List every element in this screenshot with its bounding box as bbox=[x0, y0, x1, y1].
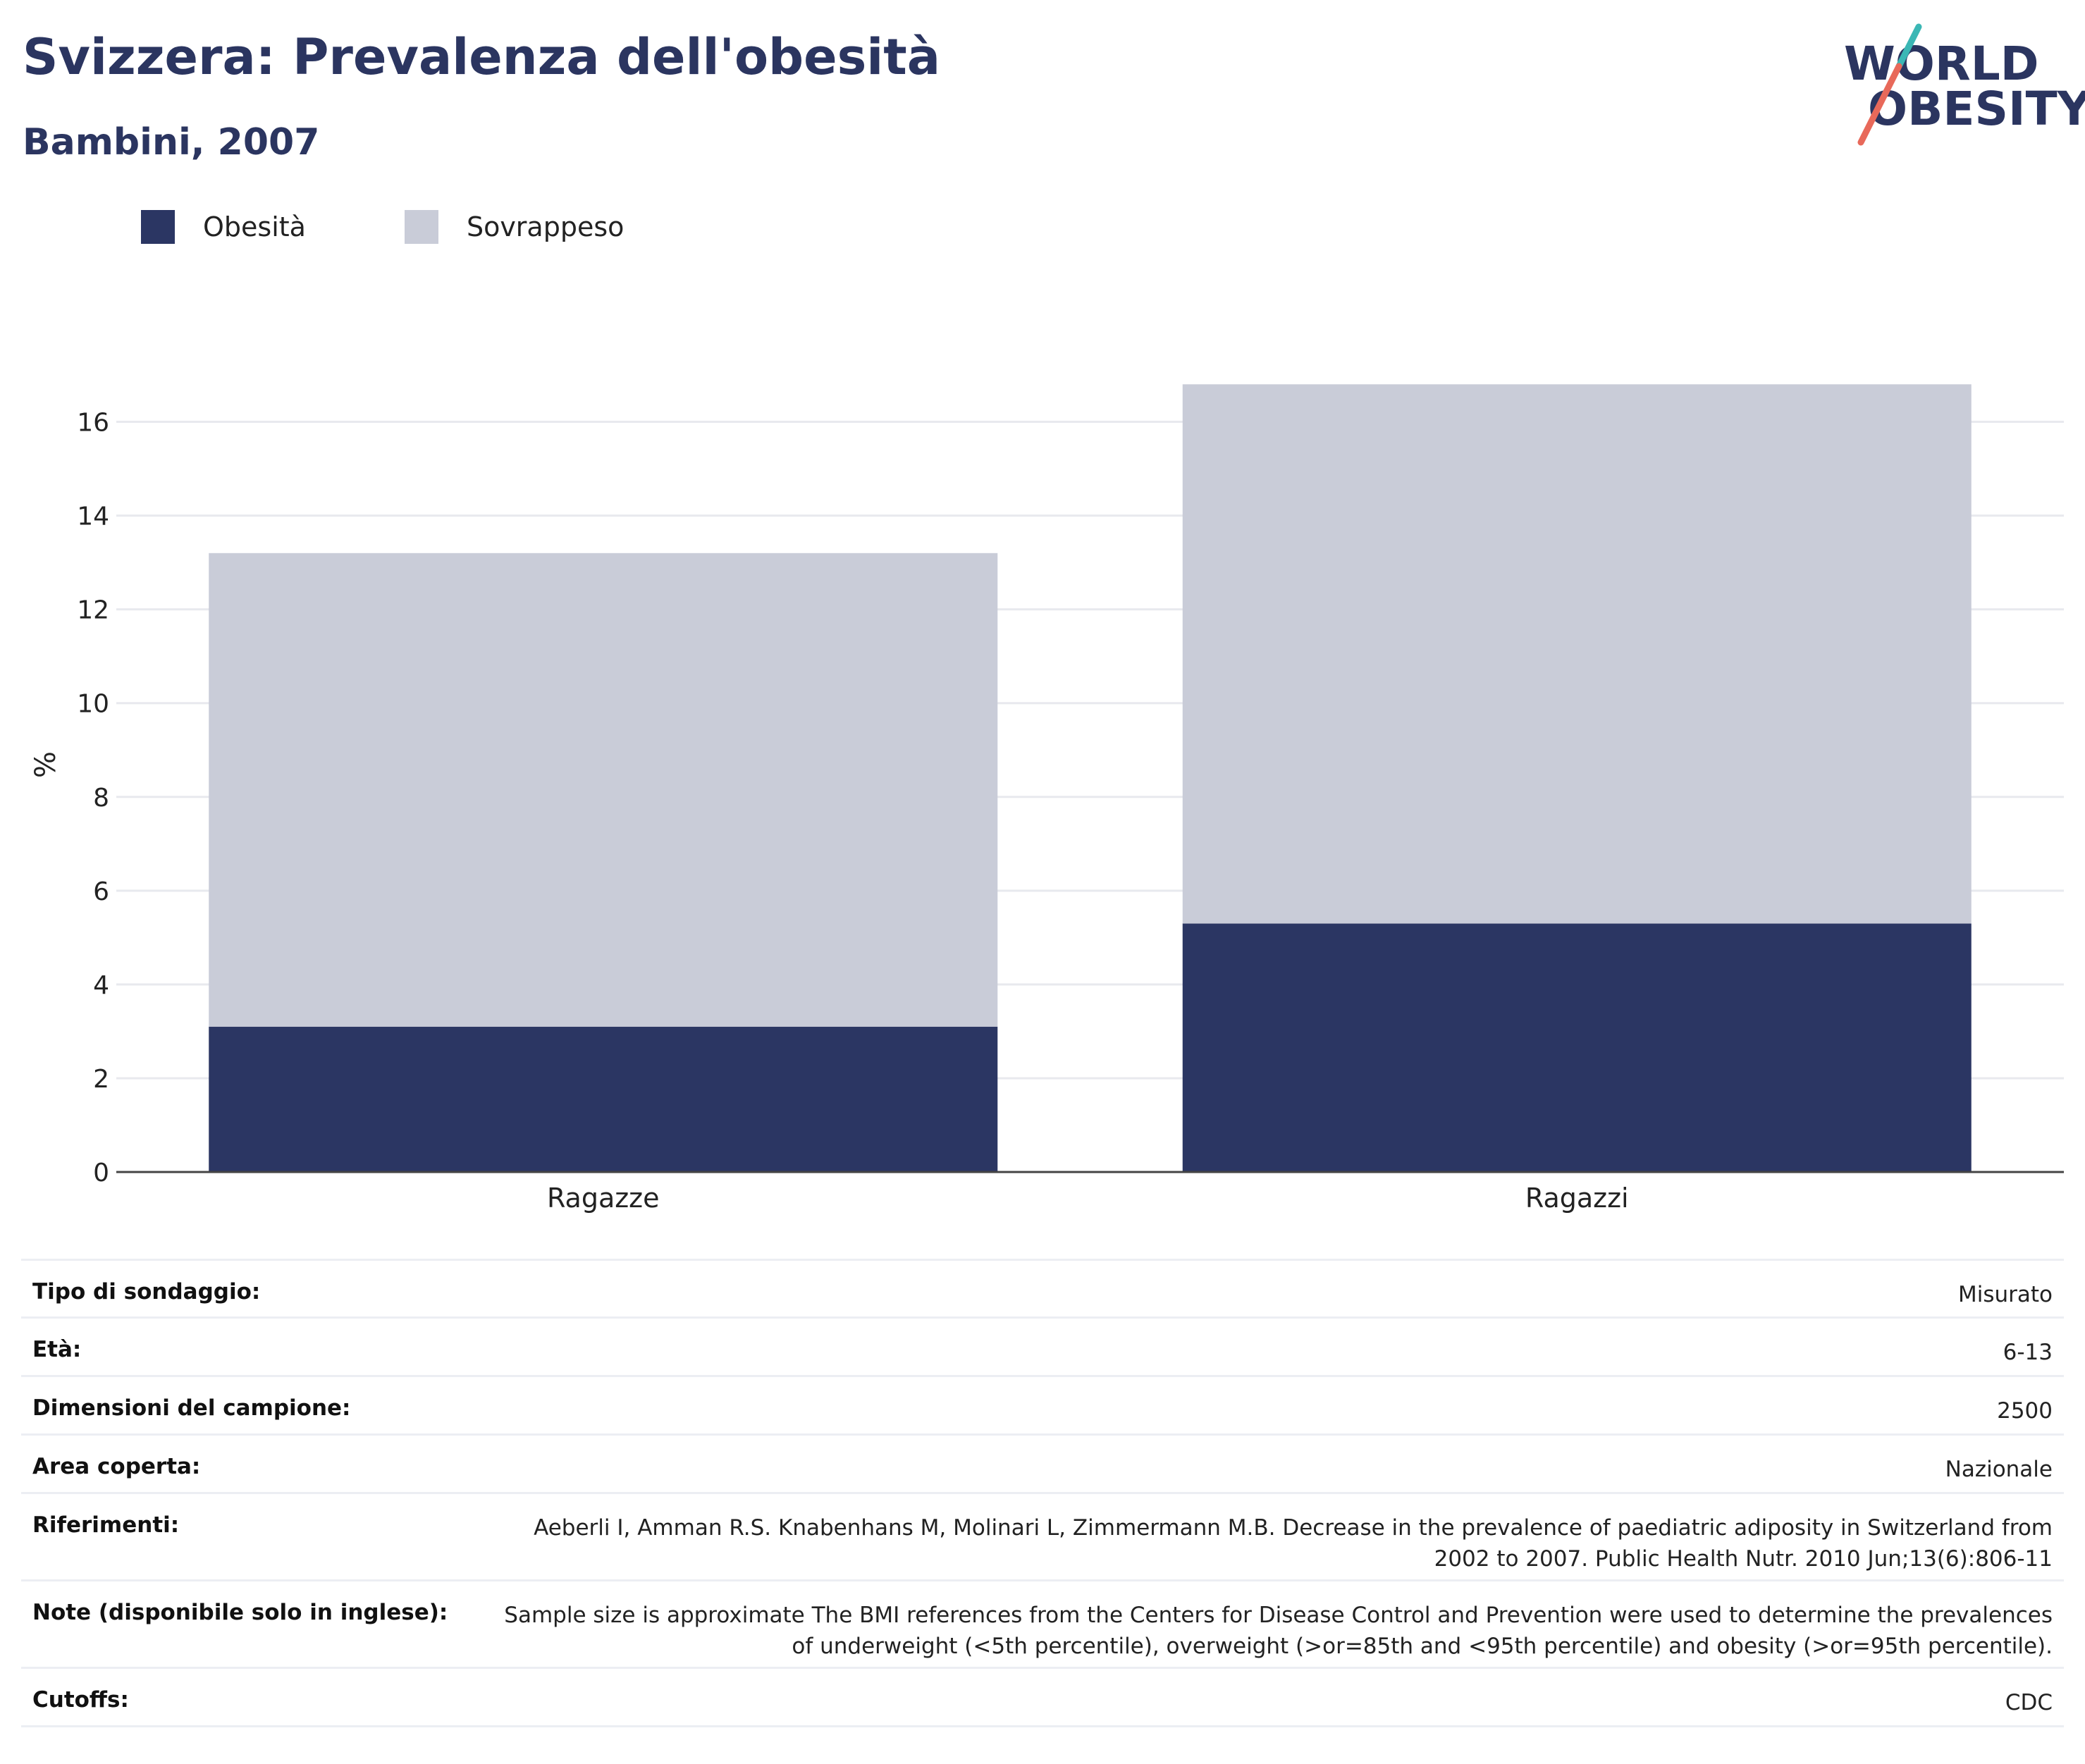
meta-row-age: Età: 6-13 bbox=[21, 1319, 2064, 1377]
bar-segment bbox=[1182, 923, 1972, 1172]
page-title: Svizzera: Prevalenza dell'obesità bbox=[23, 28, 940, 86]
meta-row-area: Area coperta: Nazionale bbox=[21, 1436, 2064, 1494]
meta-row-survey-type: Tipo di sondaggio: Misurato bbox=[21, 1261, 2064, 1319]
legend-swatch-overweight bbox=[404, 210, 438, 244]
chart-legend: Obesità Sovrappeso bbox=[141, 210, 722, 244]
legend-item-overweight[interactable]: Sovrappeso bbox=[404, 210, 625, 244]
meta-value: Misurato bbox=[1957, 1282, 2053, 1307]
meta-value: 2500 bbox=[1997, 1398, 2053, 1424]
meta-label: Età: bbox=[32, 1337, 82, 1362]
meta-label: Dimensioni del campione: bbox=[32, 1395, 351, 1421]
meta-label: Area coperta: bbox=[32, 1454, 201, 1479]
legend-label: Sovrappeso bbox=[466, 211, 625, 242]
y-tick-label: 10 bbox=[77, 690, 109, 719]
x-tick-label: Ragazze bbox=[547, 1183, 660, 1214]
y-tick-label: 14 bbox=[77, 502, 109, 531]
y-tick-label: 16 bbox=[77, 409, 109, 438]
metadata-table: Tipo di sondaggio: Misurato Età: 6-13 Di… bbox=[21, 1259, 2064, 1727]
meta-value: Sample size is approximate The BMI refer… bbox=[504, 1603, 2053, 1659]
meta-row-sample-size: Dimensioni del campione: 2500 bbox=[21, 1377, 2064, 1436]
meta-label: Note (disponibile solo in inglese): bbox=[32, 1600, 448, 1625]
x-tick-label: Ragazzi bbox=[1525, 1183, 1629, 1214]
meta-value: CDC bbox=[2005, 1690, 2053, 1715]
meta-value: Nazionale bbox=[1945, 1457, 2053, 1482]
legend-swatch-obesity bbox=[141, 210, 175, 244]
legend-label: Obesità bbox=[203, 211, 306, 242]
world-obesity-logo: WORLD OBESITY bbox=[1840, 21, 2085, 148]
meta-label: Tipo di sondaggio: bbox=[32, 1279, 261, 1305]
meta-row-references: Riferimenti: Aeberli I, Amman R.S. Knabe… bbox=[21, 1494, 2064, 1581]
meta-label: Cutoffs: bbox=[32, 1687, 129, 1713]
page-subtitle: Bambini, 2007 bbox=[23, 121, 320, 164]
y-tick-label: 8 bbox=[93, 784, 109, 813]
y-tick-label: 6 bbox=[93, 877, 109, 906]
legend-item-obesity[interactable]: Obesità bbox=[141, 210, 306, 244]
logo-line-1: WORLD bbox=[1844, 37, 2039, 91]
meta-value: 6-13 bbox=[2003, 1340, 2053, 1365]
meta-label: Riferimenti: bbox=[32, 1512, 180, 1538]
stacked-bar-chart: 0 2 4 6 8 10 12 14 16% Ragazze Ragazzi bbox=[30, 384, 2064, 1214]
logo-line-2: OBESITY bbox=[1868, 82, 2085, 136]
meta-row-notes: Note (disponibile solo in inglese): Samp… bbox=[21, 1581, 2064, 1669]
meta-value: Aeberli I, Amman R.S. Knabenhans M, Moli… bbox=[534, 1515, 2053, 1572]
bar-segment bbox=[209, 1026, 998, 1172]
y-axis-label: % bbox=[30, 751, 62, 778]
bar-segment bbox=[209, 553, 998, 1027]
meta-row-cutoffs: Cutoffs: CDC bbox=[21, 1669, 2064, 1727]
y-tick-label: 4 bbox=[93, 971, 109, 1000]
logo-slash-icon bbox=[1857, 23, 1922, 146]
y-tick-label: 2 bbox=[93, 1065, 109, 1094]
y-tick-label: 0 bbox=[93, 1159, 109, 1188]
y-tick-label: 12 bbox=[77, 596, 109, 625]
bar-segment bbox=[1182, 384, 1972, 924]
